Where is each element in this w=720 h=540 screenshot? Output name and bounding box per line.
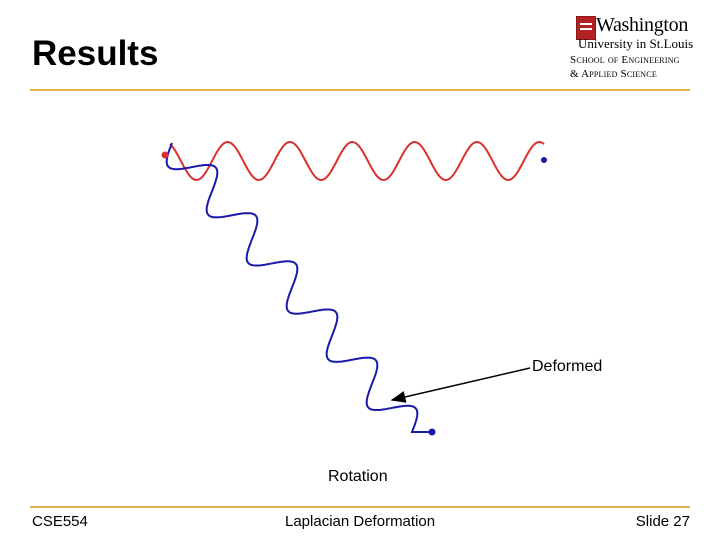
logo-line-university: University in St.Louis (578, 36, 694, 51)
title-divider (30, 89, 690, 91)
university-logo: Washington University in St.Louis School… (568, 14, 698, 82)
shield-icon (576, 16, 596, 40)
deformed-arrow (390, 367, 531, 403)
red-end-handle (541, 157, 547, 163)
slide-title: Results (32, 34, 159, 73)
logo-line-applied-science: & Applied Science (570, 68, 657, 80)
logo-line-school: School of Engineering (570, 54, 680, 66)
footer-course: CSE554 (32, 513, 88, 530)
rotation-label: Rotation (328, 468, 388, 485)
blue-end-handle (428, 428, 436, 436)
original-curve-red (169, 140, 545, 182)
red-start-handle (161, 151, 169, 159)
footer-divider (30, 506, 690, 508)
deformed-curve-blue (165, 142, 432, 433)
logo-line-washington: Washington (596, 14, 689, 36)
deformed-label: Deformed (532, 358, 603, 375)
footer-topic: Laplacian Deformation (285, 513, 436, 530)
footer-slide-number: Slide 27 (635, 513, 690, 530)
